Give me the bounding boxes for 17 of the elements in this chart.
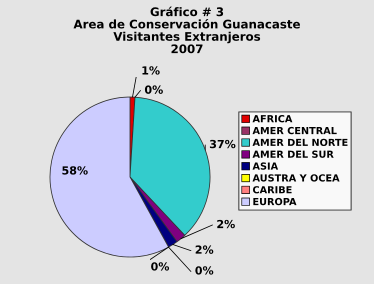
legend-label: CARIBE [252,186,292,194]
legend-label: AFRICA [252,115,292,122]
text: 0% [151,262,170,271]
legend-label: ASIA [252,162,278,170]
data-label: 1% [142,66,160,75]
legend-label: AMER DEL NORTE [252,138,348,146]
legend-label: AUSTRA Y OCEA [252,174,340,182]
text: 0% [195,266,214,275]
chart-title: Gráfico # 3 Area de Conservación Guanacaste Visitantes Extranjeros 2007 [74,6,300,54]
legend-label: EUROPA [253,198,296,206]
data-label: 58% [62,166,88,175]
data-label: 2% [217,220,235,228]
text: 0% [144,85,163,94]
data-label: 2% [196,245,214,254]
legend-label: AMER DEL SUR [252,150,334,158]
legend-label: AMER CENTRAL [252,126,337,134]
data-label: 37% [210,140,236,148]
